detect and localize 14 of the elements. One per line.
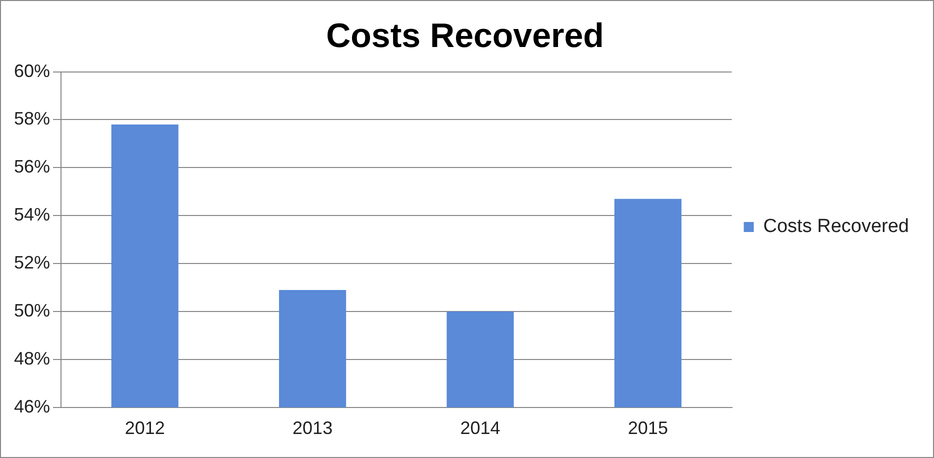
y-tick-label: 60%: [14, 60, 50, 81]
y-tick-label: 54%: [14, 204, 50, 225]
x-tick-label: 2013: [292, 418, 333, 438]
y-tick-label: 48%: [14, 348, 50, 368]
x-tick-label: 2012: [124, 418, 165, 438]
y-tick-label: 56%: [14, 156, 50, 177]
x-tick-label: 2015: [628, 418, 668, 438]
y-tick-label: 50%: [14, 300, 50, 320]
legend-label: Costs Recovered: [763, 216, 910, 238]
y-tick-label: 52%: [14, 252, 50, 273]
x-tick-label: 2014: [460, 418, 500, 438]
y-tick-label: 58%: [14, 108, 50, 129]
y-tick-label: 46%: [14, 396, 50, 416]
chart-title: Costs Recovered: [326, 16, 604, 55]
